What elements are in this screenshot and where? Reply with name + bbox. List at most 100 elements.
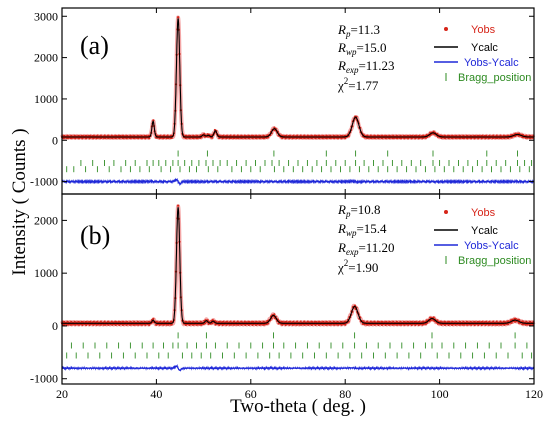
yobs-point xyxy=(218,320,221,323)
panel-b-frame xyxy=(61,193,535,385)
yobs-point xyxy=(89,320,92,323)
yobs-point xyxy=(148,323,151,326)
panel-a-legend-bragg: Bragg_position xyxy=(458,72,531,84)
panel-b-label: (b) xyxy=(80,221,110,250)
panel-b-legend-ycalc: Ycalc xyxy=(471,225,498,237)
yobs-point xyxy=(373,323,376,326)
yobs-point xyxy=(307,323,310,326)
yobs-point xyxy=(177,16,180,19)
yobs-point xyxy=(122,320,125,323)
yobs-point xyxy=(81,323,84,326)
panel-a: -1000 0 1000 2000 3000 (a) Rp=11.3 Rwp=15.0 … xyxy=(30,7,536,195)
yobs-point xyxy=(255,320,258,323)
yobs-point xyxy=(70,323,73,326)
yobs-point xyxy=(506,323,510,326)
yobs-point xyxy=(432,316,435,319)
yobs-point xyxy=(225,320,229,323)
yobs-point xyxy=(92,320,95,323)
yobs-point xyxy=(237,323,240,326)
yobs-point xyxy=(444,321,447,324)
panel-a-chi2: χ2=1.77 xyxy=(337,76,379,93)
yobs-point xyxy=(189,320,192,323)
y-tick-label: 2000 xyxy=(34,51,58,65)
yobs-point xyxy=(396,323,399,326)
panel-b-legend-yobs-marker xyxy=(444,210,448,214)
yobs-point xyxy=(126,320,129,323)
yobs-point xyxy=(77,323,81,326)
yobs-point xyxy=(185,320,188,324)
yobs-point xyxy=(74,323,77,326)
yobs-point xyxy=(140,323,144,326)
y-tick-label: 1000 xyxy=(34,92,58,106)
x-tick-label: 100 xyxy=(431,387,449,401)
y-axis-title: Intensity ( Counts ) xyxy=(9,128,30,275)
yobs-point xyxy=(189,134,192,137)
yobs-point xyxy=(521,320,525,323)
panel-a-frame xyxy=(61,7,535,195)
yobs-point xyxy=(222,320,225,323)
yobs-point xyxy=(248,320,251,324)
yobs-point xyxy=(451,320,454,323)
yobs-point xyxy=(477,320,481,324)
yobs-point xyxy=(388,320,391,323)
yobs-point xyxy=(366,323,369,326)
yobs-point xyxy=(514,317,517,320)
yobs-point xyxy=(85,320,88,324)
yobs-point xyxy=(263,323,266,326)
yobs-point xyxy=(407,323,410,326)
yobs-point xyxy=(315,320,318,324)
yobs-point xyxy=(292,320,295,323)
panel-b-y-ticks: -1000 0 1000 2000 xyxy=(30,213,534,386)
panel-a-legend-diff: Yobs-Ycalc xyxy=(464,57,519,69)
yobs-point xyxy=(155,320,158,323)
yobs-point xyxy=(499,323,503,326)
yobs-point xyxy=(162,320,166,323)
difference-series xyxy=(61,363,535,372)
yobs-point xyxy=(170,323,173,326)
bragg-positions xyxy=(66,332,533,359)
yobs-point xyxy=(510,321,513,324)
yobs-point xyxy=(370,323,373,326)
yobs-point xyxy=(244,323,247,326)
y-tick-label: 3000 xyxy=(34,9,58,23)
yobs-point xyxy=(400,323,403,326)
panel-a-legend-yobs-marker xyxy=(444,27,448,31)
panel-a-rwp: Rwp=15.0 xyxy=(337,40,387,57)
y-tick-label: 0 xyxy=(52,319,58,333)
yobs-point xyxy=(488,320,491,323)
yobs-point xyxy=(414,320,418,324)
bragg-positions xyxy=(66,150,533,173)
ycalc-series xyxy=(62,207,534,324)
ycalc-series xyxy=(62,18,534,138)
yobs-point xyxy=(529,323,532,326)
yobs-point xyxy=(418,134,421,137)
yobs-point xyxy=(344,323,347,326)
yobs-point xyxy=(152,317,155,320)
yobs-point xyxy=(418,320,421,323)
yobs-point xyxy=(104,323,107,326)
yobs-point xyxy=(337,323,340,326)
yobs-point xyxy=(159,320,162,323)
yobs-point xyxy=(473,323,476,326)
y-tick-label: 2000 xyxy=(34,213,58,227)
x-tick-label: 60 xyxy=(245,387,257,401)
y-tick-label: -1000 xyxy=(30,372,58,386)
panel-a-stats: Rp=11.3 Rwp=15.0 Rexp=11.23 χ2=1.77 xyxy=(337,22,395,93)
yobs-point xyxy=(133,323,136,326)
x-tick-label: 80 xyxy=(339,387,351,401)
yobs-point xyxy=(144,323,147,326)
panel-b-rwp: Rwp=15.4 xyxy=(337,221,387,238)
yobs-point xyxy=(381,320,384,324)
panel-b: -1000 0 1000 2000 20 40 60 80 100 120 (b) Rp=10.… xyxy=(30,193,543,401)
yobs-point xyxy=(440,323,443,326)
yobs-point xyxy=(403,323,406,326)
yobs-point xyxy=(119,320,122,324)
panel-a-label: (a) xyxy=(80,31,109,60)
yobs-point xyxy=(318,320,321,323)
x-tick-label: 120 xyxy=(525,387,543,401)
yobs-point xyxy=(259,320,262,323)
x-tick-label: 40 xyxy=(150,387,162,401)
yobs-point xyxy=(137,323,140,326)
x-tick-label: 20 xyxy=(56,387,68,401)
